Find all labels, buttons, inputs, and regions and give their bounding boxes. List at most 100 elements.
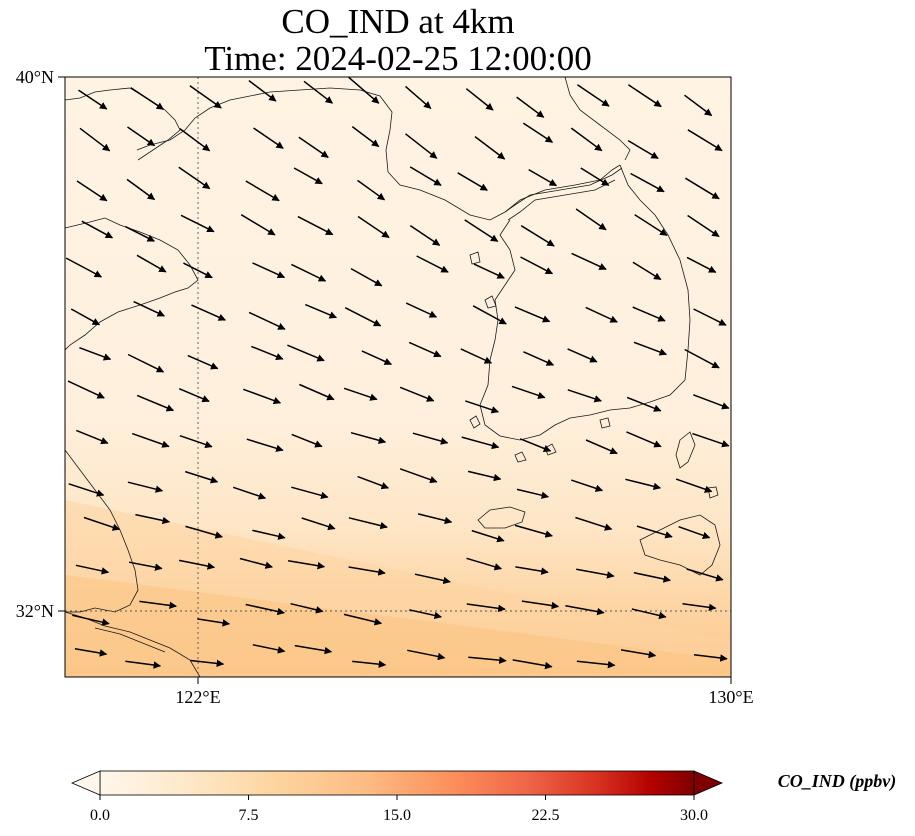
wind-arrow	[125, 660, 162, 669]
wind-arrow	[585, 306, 618, 323]
lat-tick-32: 32°N	[16, 601, 54, 621]
wind-arrow	[692, 432, 730, 448]
colorbar-tick-label: 7.5	[239, 807, 259, 824]
wind-arrow	[79, 127, 111, 152]
colorbar-tick-label: 0.0	[90, 807, 110, 824]
wind-arrow	[585, 439, 618, 455]
wind-arrow	[344, 307, 382, 327]
wind-arrow	[291, 263, 327, 282]
wind-arrow	[197, 618, 231, 627]
wind-arrow	[251, 345, 284, 361]
wind-arrow	[567, 389, 602, 403]
wind-arrow	[239, 557, 273, 569]
wind-arrow	[136, 394, 175, 412]
wind-arrow	[468, 656, 507, 664]
wind-arrow	[75, 564, 110, 575]
wind-arrow	[687, 129, 723, 152]
lon-ticks: 122°E 130°E	[175, 677, 754, 707]
wind-arrow	[693, 308, 727, 326]
wind-arrow	[634, 214, 668, 237]
wind-arrow	[686, 256, 717, 273]
wind-arrow	[76, 180, 108, 202]
wind-arrow	[136, 254, 167, 273]
wind-arrow	[467, 470, 502, 482]
wind-arrow	[246, 438, 284, 452]
wind-arrow	[179, 434, 213, 449]
wind-arrow	[523, 351, 555, 366]
wind-arrow	[514, 524, 553, 538]
wind-arrow	[417, 513, 453, 525]
wind-arrow	[189, 85, 222, 109]
wind-arrow	[190, 659, 225, 668]
wind-arrow	[184, 470, 219, 484]
wind-arrow	[291, 486, 329, 500]
wind-arrow	[636, 525, 673, 539]
wind-arrow	[675, 478, 713, 493]
wind-arrow	[633, 341, 668, 356]
wind-arrow	[466, 557, 503, 571]
wind-arrow	[522, 122, 554, 143]
wind-arrow	[293, 167, 323, 185]
wind-arrow	[474, 136, 506, 160]
wind-arrow	[65, 257, 103, 278]
wind-arrow	[291, 433, 323, 448]
wind-arrow	[351, 126, 380, 148]
wind-arrow	[72, 614, 110, 626]
wind-arrow	[290, 602, 324, 614]
wind-arrow	[575, 516, 613, 531]
wind-arrow	[67, 380, 105, 399]
wind-arrow	[409, 609, 442, 620]
wind-arrow	[305, 303, 337, 319]
wind-arrow	[252, 644, 286, 654]
wind-arrow	[684, 348, 720, 369]
wind-arrow	[74, 648, 108, 657]
wind-arrow	[685, 177, 720, 200]
wind-arrow	[472, 305, 507, 325]
wind-arrow	[343, 387, 378, 401]
wind-arrow	[570, 127, 603, 152]
wind-arrow	[684, 94, 713, 117]
wind-arrow	[399, 386, 435, 402]
colorbar-tick-label: 30.0	[680, 807, 708, 824]
wind-arrow	[516, 96, 545, 118]
wind-arrow	[127, 353, 165, 373]
map-frame	[64, 76, 732, 678]
wind-arrow	[298, 136, 329, 159]
wind-arrow	[626, 396, 662, 412]
wind-arrow	[576, 84, 610, 107]
wind-arrow	[287, 559, 326, 570]
colorbar-label: CO_IND (ppbv)	[778, 771, 897, 792]
wind-arrow	[294, 644, 333, 655]
wind-arrow	[191, 304, 226, 321]
wind-arrow	[460, 348, 493, 364]
wind-arrow	[178, 388, 210, 403]
wind-arrow	[299, 383, 335, 401]
wind-arrow	[133, 300, 165, 317]
wind-arrow	[405, 85, 432, 109]
wind-arrow	[520, 256, 554, 275]
wind-arrow	[567, 348, 598, 363]
colorbar-extend-high	[693, 770, 724, 796]
wind-arrow	[528, 168, 558, 187]
wind-arrow	[68, 483, 105, 497]
wind-arrow	[412, 432, 449, 445]
wind-arrow	[287, 344, 325, 362]
wind-arrow	[252, 262, 286, 279]
wind-arrow	[348, 566, 386, 576]
chart-title-line2: Time: 2024-02-25 12:00:00	[204, 39, 592, 78]
wind-arrow	[693, 394, 730, 410]
wind-arrow	[682, 602, 717, 612]
wind-arrow	[464, 219, 499, 243]
wind-arrow	[407, 649, 446, 661]
wind-arrow	[399, 468, 438, 484]
colorbar-ticks: 0.0 7.5 15.0 22.5 30.0	[90, 795, 708, 824]
wind-arrow	[131, 432, 170, 448]
wind-arrow	[473, 263, 505, 279]
colorbar-gradient	[99, 770, 695, 796]
wind-arrow	[632, 261, 662, 281]
wind-arrow	[83, 516, 121, 531]
wind-arrow	[248, 80, 277, 102]
wind-arrow	[521, 600, 560, 610]
wind-arrow	[627, 139, 659, 160]
colorbar-tick-label: 15.0	[383, 807, 411, 824]
